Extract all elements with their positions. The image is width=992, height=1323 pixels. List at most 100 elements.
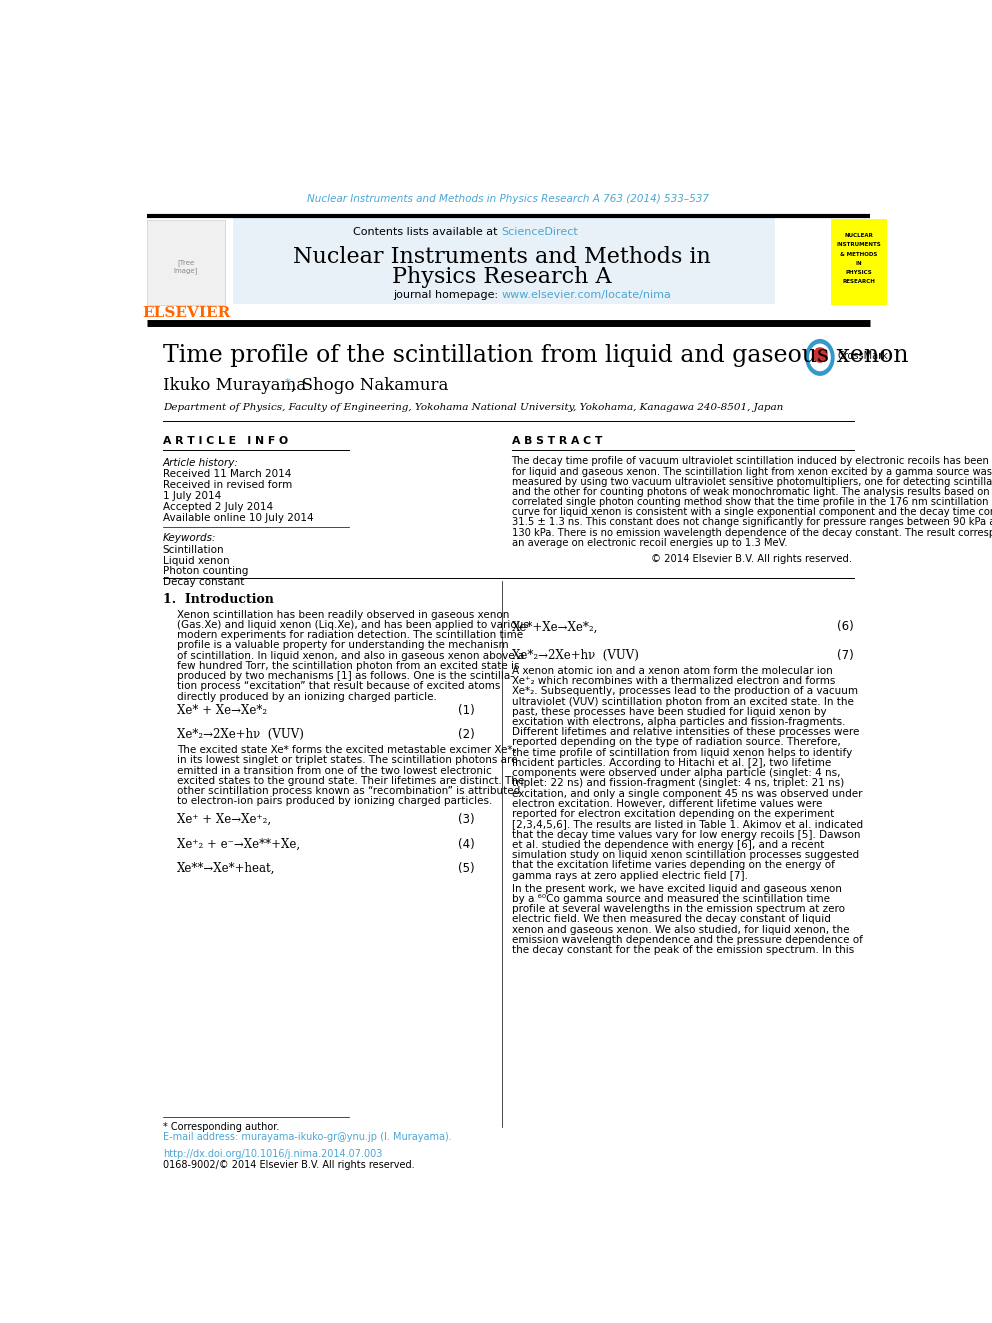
Text: Nuclear Instruments and Methods in: Nuclear Instruments and Methods in (293, 246, 710, 269)
Text: Article history:: Article history: (163, 458, 239, 468)
Text: www.elsevier.com/locate/nima: www.elsevier.com/locate/nima (501, 290, 672, 300)
Text: Nuclear Instruments and Methods in Physics Research A 763 (2014) 533–537: Nuclear Instruments and Methods in Physi… (308, 193, 709, 204)
Text: the decay constant for the peak of the emission spectrum. In this: the decay constant for the peak of the e… (512, 945, 854, 955)
Text: NUCLEAR: NUCLEAR (844, 233, 873, 238)
Text: Decay constant: Decay constant (163, 577, 244, 587)
Text: Xe*₂. Subsequently, processes lead to the production of a vacuum: Xe*₂. Subsequently, processes lead to th… (512, 687, 857, 696)
Text: Different lifetimes and relative intensities of these processes were: Different lifetimes and relative intensi… (512, 728, 859, 737)
Text: Xe*₂→2Xe+hν  (VUV): Xe*₂→2Xe+hν (VUV) (512, 648, 639, 662)
Text: excitation, and only a single component 45 ns was observed under: excitation, and only a single component … (512, 789, 862, 799)
Bar (831, 218, 887, 306)
Text: xenon and gaseous xenon. We also studied, for liquid xenon, the: xenon and gaseous xenon. We also studied… (512, 925, 849, 934)
Text: 1 July 2014: 1 July 2014 (163, 491, 221, 501)
Text: past, these processes have been studied for liquid xenon by: past, these processes have been studied … (512, 706, 826, 717)
Text: measured by using two vacuum ultraviolet sensitive photomultipliers, one for det: measured by using two vacuum ultraviolet… (512, 476, 992, 487)
Text: Xe* + Xe→Xe*₂: Xe* + Xe→Xe*₂ (177, 704, 267, 717)
Text: curve for liquid xenon is consistent with a single exponential component and the: curve for liquid xenon is consistent wit… (512, 507, 992, 517)
Text: (1): (1) (457, 704, 474, 717)
Text: http://dx.doi.org/10.1016/j.nima.2014.07.003: http://dx.doi.org/10.1016/j.nima.2014.07… (163, 1148, 382, 1159)
Text: E-mail address: murayama-ikuko-gr@ynu.jp (I. Murayama).: E-mail address: murayama-ikuko-gr@ynu.jp… (163, 1131, 451, 1142)
Text: (2): (2) (457, 728, 474, 741)
Text: Xe**→Xe*+heat,: Xe**→Xe*+heat, (177, 863, 275, 876)
Text: tion process “excitation” that result because of excited atoms: tion process “excitation” that result be… (177, 681, 500, 692)
Text: Time profile of the scintillation from liquid and gaseous xenon: Time profile of the scintillation from l… (163, 344, 909, 366)
Text: incident particles. According to Hitachi et al. [2], two lifetime: incident particles. According to Hitachi… (512, 758, 830, 767)
Text: (3): (3) (457, 812, 474, 826)
Text: Xe⁺₂ which recombines with a thermalized electron and forms: Xe⁺₂ which recombines with a thermalized… (512, 676, 835, 687)
Text: (6): (6) (837, 620, 854, 634)
Text: Received in revised form: Received in revised form (163, 480, 292, 491)
Text: The excited state Xe* forms the excited metastable excimer Xe*₂: The excited state Xe* forms the excited … (177, 745, 516, 755)
Text: emitted in a transition from one of the two lowest electronic: emitted in a transition from one of the … (177, 766, 491, 775)
Text: 1.  Introduction: 1. Introduction (163, 593, 274, 606)
Ellipse shape (809, 344, 831, 372)
Text: PHYSICS: PHYSICS (845, 270, 872, 275)
Text: 130 kPa. There is no emission wavelength dependence of the decay constant. The r: 130 kPa. There is no emission wavelength… (512, 528, 992, 537)
Text: A R T I C L E   I N F O: A R T I C L E I N F O (163, 437, 288, 446)
Text: RESEARCH: RESEARCH (842, 279, 875, 284)
Text: ELSEVIER: ELSEVIER (142, 306, 230, 320)
Text: profile is a valuable property for understanding the mechanism: profile is a valuable property for under… (177, 640, 508, 651)
Text: Xe⁺₂ + e⁻→Xe**+Xe,: Xe⁺₂ + e⁻→Xe**+Xe, (177, 837, 300, 851)
Text: *: * (285, 378, 290, 388)
Text: CrossMark: CrossMark (837, 351, 888, 361)
Text: Xe*+Xe→Xe*₂,: Xe*+Xe→Xe*₂, (512, 620, 598, 634)
Text: Photon counting: Photon counting (163, 566, 248, 577)
Text: Department of Physics, Faculty of Engineering, Yokohama National University, Yok: Department of Physics, Faculty of Engine… (163, 404, 783, 411)
Text: Keywords:: Keywords: (163, 533, 216, 544)
Text: and the other for counting photons of weak monochromatic light. The analysis res: and the other for counting photons of we… (512, 487, 992, 497)
Text: IN: IN (855, 261, 862, 266)
Text: et al. studied the dependence with energy [6], and a recent: et al. studied the dependence with energ… (512, 840, 824, 849)
Text: profile at several wavelengths in the emission spectrum at zero: profile at several wavelengths in the em… (512, 904, 844, 914)
Text: few hundred Torr, the scintillation photon from an excited state is: few hundred Torr, the scintillation phot… (177, 660, 519, 671)
Text: © 2014 Elsevier B.V. All rights reserved.: © 2014 Elsevier B.V. All rights reserved… (652, 554, 852, 564)
Text: (5): (5) (457, 863, 474, 876)
Text: that the excitation lifetime varies depending on the energy of: that the excitation lifetime varies depe… (512, 860, 834, 871)
Text: Received 11 March 2014: Received 11 March 2014 (163, 470, 291, 479)
Text: 31.5 ± 1.3 ns. This constant does not change significantly for pressure ranges b: 31.5 ± 1.3 ns. This constant does not ch… (512, 517, 992, 528)
Text: excitation with electrons, alpha particles and fission-fragments.: excitation with electrons, alpha particl… (512, 717, 845, 728)
Text: excited states to the ground state. Their lifetimes are distinct. The: excited states to the ground state. Thei… (177, 775, 524, 786)
Text: the time profile of scintillation from liquid xenon helps to identify: the time profile of scintillation from l… (512, 747, 852, 758)
Text: by a ⁶⁰Co gamma source and measured the scintillation time: by a ⁶⁰Co gamma source and measured the … (512, 894, 829, 904)
Text: (Gas.Xe) and liquid xenon (Liq.Xe), and has been applied to various: (Gas.Xe) and liquid xenon (Liq.Xe), and … (177, 620, 529, 630)
Text: an average on electronic recoil energies up to 1.3 MeV.: an average on electronic recoil energies… (512, 537, 787, 548)
Text: Scintillation: Scintillation (163, 545, 224, 554)
Text: Xe*₂→2Xe+hν  (VUV): Xe*₂→2Xe+hν (VUV) (177, 728, 304, 741)
Text: The decay time profile of vacuum ultraviolet scintillation induced by electronic: The decay time profile of vacuum ultravi… (512, 456, 992, 467)
Text: gamma rays at zero applied electric field [7].: gamma rays at zero applied electric fiel… (512, 871, 748, 881)
Text: ultraviolet (VUV) scintillation photon from an excited state. In the: ultraviolet (VUV) scintillation photon f… (512, 696, 853, 706)
Text: Accepted 2 July 2014: Accepted 2 July 2014 (163, 501, 273, 512)
Text: in its lowest singlet or triplet states. The scintillation photons are: in its lowest singlet or triplet states.… (177, 755, 517, 766)
Text: [2,3,4,5,6]. The results are listed in Table 1. Akimov et al. indicated: [2,3,4,5,6]. The results are listed in T… (512, 819, 863, 830)
Text: * Corresponding author.: * Corresponding author. (163, 1122, 279, 1131)
Text: Physics Research A: Physics Research A (392, 266, 611, 287)
Text: components were observed under alpha particle (singlet: 4 ns,: components were observed under alpha par… (512, 769, 840, 778)
Text: reported for electron excitation depending on the experiment: reported for electron excitation dependi… (512, 810, 833, 819)
Ellipse shape (812, 345, 827, 363)
Text: other scintillation process known as “recombination” is attributed: other scintillation process known as “re… (177, 786, 520, 796)
Text: ScienceDirect: ScienceDirect (501, 228, 578, 237)
Bar (232, 216, 775, 303)
Text: journal homepage:: journal homepage: (393, 290, 501, 300)
Text: , Shogo Nakamura: , Shogo Nakamura (291, 377, 448, 394)
Ellipse shape (806, 339, 834, 376)
Text: triplet: 22 ns) and fission-fragment (singlet: 4 ns, triplet: 21 ns): triplet: 22 ns) and fission-fragment (si… (512, 778, 844, 789)
Text: Contents lists available at: Contents lists available at (353, 228, 501, 237)
Text: (7): (7) (837, 648, 854, 662)
Text: [Tree
Image]: [Tree Image] (174, 259, 198, 274)
Text: A B S T R A C T: A B S T R A C T (512, 437, 602, 446)
Text: correlated single photon counting method show that the time profile in the 176 n: correlated single photon counting method… (512, 497, 992, 507)
Text: Ikuko Murayama: Ikuko Murayama (163, 377, 306, 394)
Text: INSTRUMENTS: INSTRUMENTS (836, 242, 881, 247)
Text: for liquid and gaseous xenon. The scintillation light from xenon excited by a ga: for liquid and gaseous xenon. The scinti… (512, 467, 991, 476)
Text: that the decay time values vary for low energy recoils [5]. Dawson: that the decay time values vary for low … (512, 830, 860, 840)
Text: & METHODS: & METHODS (840, 251, 877, 257)
Text: emission wavelength dependence and the pressure dependence of: emission wavelength dependence and the p… (512, 935, 862, 945)
Text: (4): (4) (457, 837, 474, 851)
Text: 0168-9002/© 2014 Elsevier B.V. All rights reserved.: 0168-9002/© 2014 Elsevier B.V. All right… (163, 1160, 415, 1170)
Text: reported depending on the type of radiation source. Therefore,: reported depending on the type of radiat… (512, 737, 840, 747)
Text: A xenon atomic ion and a xenon atom form the molecular ion: A xenon atomic ion and a xenon atom form… (512, 665, 832, 676)
Text: of scintillation. In liquid xenon, and also in gaseous xenon above a: of scintillation. In liquid xenon, and a… (177, 651, 524, 660)
Text: Xe⁺ + Xe→Xe⁺₂,: Xe⁺ + Xe→Xe⁺₂, (177, 812, 271, 826)
